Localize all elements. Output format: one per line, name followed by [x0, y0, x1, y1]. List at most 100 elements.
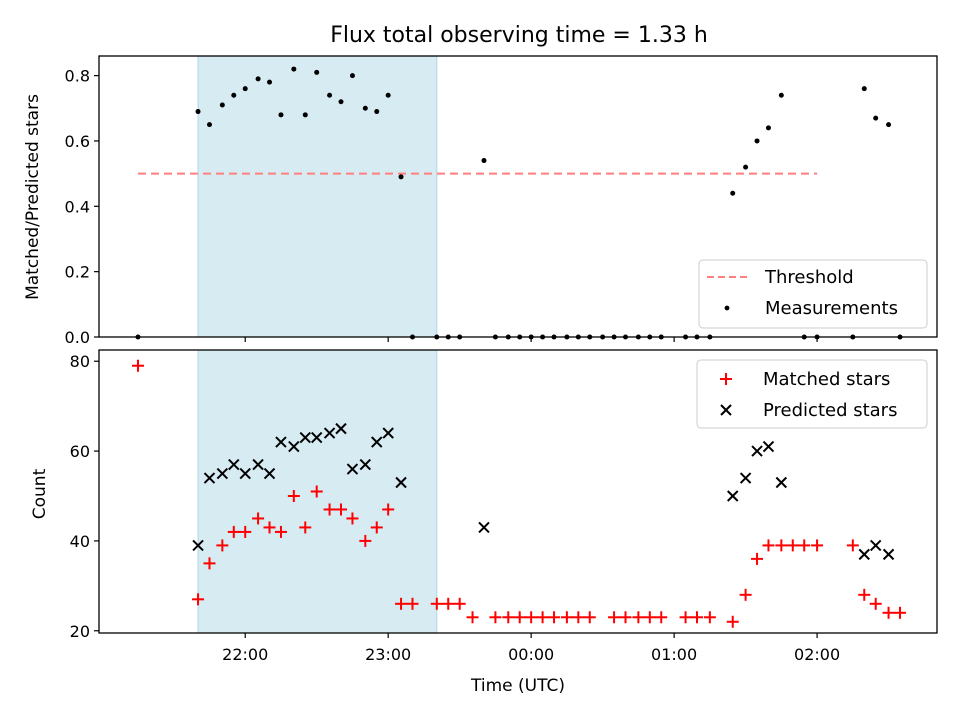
bottom-x-ticks: 22:00 23:00 00:00 01:00 02:00	[222, 633, 840, 664]
top-x-ticks	[244, 337, 818, 342]
predicted-star-point	[739, 472, 752, 484]
matched-star-point	[263, 521, 276, 534]
predicted-star-point	[275, 436, 287, 448]
matched-star-point	[513, 611, 526, 624]
measurement-point	[374, 109, 380, 115]
legend-predicted-label: Predicted stars	[763, 400, 897, 421]
top-legend-box	[698, 259, 928, 329]
measurement-point	[242, 86, 248, 92]
bottom-y-ticks: 20 40 60 80	[70, 352, 99, 641]
measurement-point	[873, 115, 879, 121]
measurement-point	[754, 138, 760, 144]
measurement-point	[886, 122, 892, 128]
matched-star-point	[287, 489, 300, 502]
matched-star-point	[359, 534, 372, 547]
matched-star-point	[192, 593, 205, 606]
matched-star-point	[430, 597, 443, 610]
bottom-legend: Matched stars Predicted stars	[696, 359, 928, 429]
predicted-star-point	[335, 422, 347, 435]
matched-star-point	[370, 521, 383, 534]
matched-star-point	[739, 588, 752, 601]
measurement-point	[398, 174, 404, 180]
matched-star-point	[690, 611, 703, 624]
observing-window-span	[197, 55, 438, 338]
matched-star-point	[869, 597, 882, 610]
matched-star-point	[858, 588, 871, 601]
y-tick-label: 0.8	[65, 67, 90, 86]
measurement-point	[349, 73, 355, 79]
matched-star-point	[536, 611, 549, 624]
top-y-axis-label: Matched/Predicted stars	[23, 94, 43, 300]
top-axes-frame	[98, 55, 938, 338]
y-tick-label: 20	[70, 622, 90, 641]
measurement-point	[481, 158, 487, 164]
bottom-legend-box	[696, 359, 928, 429]
matched-star-point	[846, 539, 859, 552]
predicted-star-point	[252, 458, 264, 471]
legend-threshold-label: Threshold	[764, 267, 854, 288]
top-legend: Threshold Measurements	[698, 259, 928, 329]
measurement-point	[861, 86, 867, 92]
matched-star-point	[227, 525, 240, 538]
predicted-star-point	[346, 463, 359, 475]
legend-measurements-swatch	[724, 305, 730, 311]
y-tick-label: 0.6	[65, 132, 90, 151]
matched-star-point	[442, 597, 455, 610]
matched-star-point	[406, 597, 419, 610]
predicted-star-point	[371, 436, 383, 448]
measurement-point	[765, 125, 771, 131]
x-tick-label: 00:00	[508, 645, 554, 664]
measurements-points	[135, 66, 903, 340]
measurement-point	[302, 112, 308, 118]
predicted-star-point	[858, 548, 870, 561]
matched-star-point	[894, 606, 906, 619]
matched-star-point	[525, 611, 538, 624]
matched-star-point	[132, 359, 144, 372]
predicted-star-point	[239, 467, 251, 480]
predicted-star-point	[395, 476, 407, 489]
matched-star-point	[655, 611, 668, 624]
matched-star-point	[572, 611, 585, 624]
matched-star-point	[346, 512, 359, 525]
predicted-star-point	[359, 458, 372, 471]
matched-star-point	[608, 611, 621, 624]
top-y-ticks: 0.0 0.2 0.4 0.6 0.8	[65, 67, 99, 347]
matched-star-point	[489, 611, 502, 624]
predicted-star-point	[775, 476, 788, 489]
count-points	[132, 359, 906, 628]
matched-star-point	[882, 606, 895, 619]
predicted-star-point	[382, 427, 394, 439]
matched-star-point	[466, 611, 479, 624]
top-panel: 0.00.20.40.60.8 Matched/Predicted stars …	[23, 55, 938, 347]
x-axis-label: Time (UTC)	[470, 676, 565, 696]
measurement-point	[314, 69, 320, 75]
measurement-point	[778, 92, 784, 98]
measurement-point	[255, 76, 261, 82]
matched-star-point	[274, 525, 287, 538]
matched-star-point	[203, 557, 216, 570]
y-tick-label: 80	[70, 352, 90, 371]
matched-star-point	[775, 539, 788, 552]
predicted-star-point	[299, 431, 311, 444]
measurement-point	[231, 92, 237, 98]
matched-star-point	[382, 503, 395, 516]
predicted-star-point	[216, 467, 229, 480]
matched-star-point	[335, 503, 348, 516]
bottom-y-axis-label: Count	[30, 468, 50, 519]
predicted-star-point	[727, 490, 739, 502]
matched-star-point	[502, 611, 515, 624]
measurement-point	[291, 66, 297, 72]
measurement-point	[362, 105, 368, 111]
matched-star-point	[216, 539, 229, 552]
measurement-point	[385, 92, 391, 98]
y-tick-label: 40	[70, 532, 90, 551]
predicted-star-point	[228, 458, 240, 471]
matched-star-point	[632, 611, 645, 624]
matched-star-point	[299, 521, 312, 534]
measurement-point	[338, 99, 344, 105]
y-tick-label: 0.2	[65, 263, 90, 282]
matched-star-point	[252, 512, 265, 525]
predicted-star-point	[762, 440, 775, 453]
legend-matched-label: Matched stars	[763, 369, 890, 390]
